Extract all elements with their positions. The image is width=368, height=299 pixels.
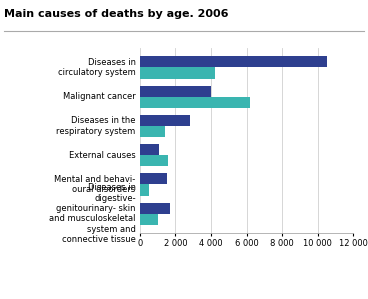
Bar [140, 86, 211, 97]
Bar [140, 126, 165, 137]
Bar [140, 67, 215, 79]
Bar [140, 115, 190, 126]
Bar [140, 144, 159, 155]
Bar [140, 173, 166, 184]
Bar [140, 184, 149, 196]
Bar [140, 202, 170, 214]
Bar [140, 56, 326, 67]
Bar [140, 155, 168, 166]
Bar [140, 97, 250, 108]
Bar [140, 214, 158, 225]
Text: Main causes of deaths by age. 2006: Main causes of deaths by age. 2006 [4, 9, 228, 19]
